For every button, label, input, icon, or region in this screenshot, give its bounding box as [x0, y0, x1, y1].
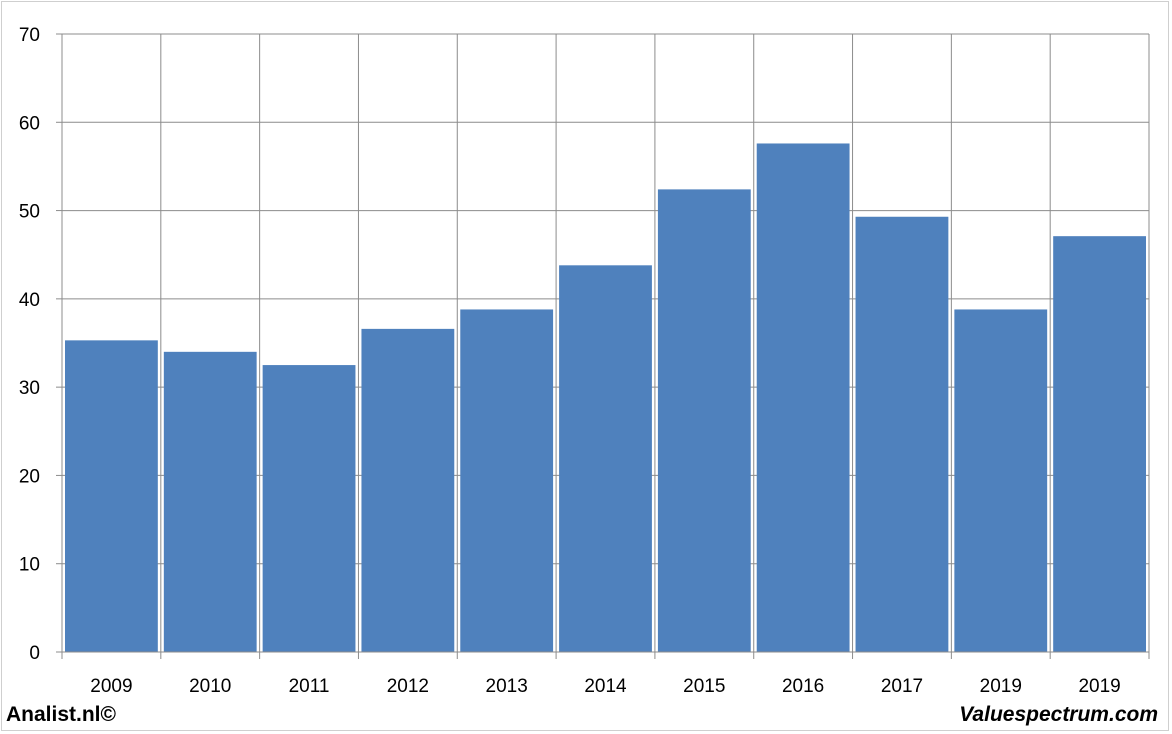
bar-2019 — [1053, 236, 1146, 652]
bar-2012 — [361, 328, 455, 652]
y-tick-label: 40 — [19, 290, 40, 311]
bar-2015 — [657, 189, 751, 652]
y-tick-label: 0 — [29, 643, 40, 664]
footer-source-left: Analist.nl© — [6, 703, 116, 726]
bar-2017 — [855, 216, 949, 652]
x-tick-label: 2009 — [90, 676, 132, 697]
y-tick-label: 30 — [19, 378, 40, 399]
x-tick-label: 2011 — [289, 676, 330, 697]
y-tick-label: 70 — [19, 25, 40, 46]
bar-2014 — [559, 265, 652, 652]
x-tick-label: 2019 — [1078, 676, 1120, 697]
x-tick-label: 2012 — [387, 676, 429, 697]
bar-2010 — [163, 351, 257, 652]
grid-lines — [62, 33, 1150, 652]
bars — [65, 143, 1146, 652]
bar-2019 — [954, 309, 1048, 652]
x-tick-label: 2016 — [782, 676, 824, 697]
bar-2009 — [65, 340, 158, 652]
bar-2016 — [756, 143, 850, 652]
y-tick-labels: 0 10 20 30 40 50 60 70 — [19, 25, 40, 664]
x-tick-label: 2014 — [584, 676, 627, 697]
x-tick-label: 2010 — [189, 676, 231, 697]
y-tick-label: 50 — [19, 202, 40, 223]
footer-source-right: Valuespectrum.com — [959, 703, 1158, 726]
x-tick-label: 2013 — [486, 676, 528, 697]
x-tick-label: 2019 — [980, 676, 1022, 697]
y-tick-label: 60 — [19, 113, 40, 134]
axes — [56, 33, 1150, 659]
bar-2013 — [460, 309, 554, 652]
y-tick-label: 20 — [19, 466, 40, 487]
bar-2011 — [262, 365, 356, 652]
x-tick-labels: 2009 2010 2011 2012 2013 2014 2015 2016 2017 2019… — [90, 676, 1120, 697]
y-tick-label: 10 — [19, 555, 40, 576]
x-tick-label: 2015 — [683, 676, 725, 697]
x-tick-label: 2017 — [881, 676, 923, 697]
